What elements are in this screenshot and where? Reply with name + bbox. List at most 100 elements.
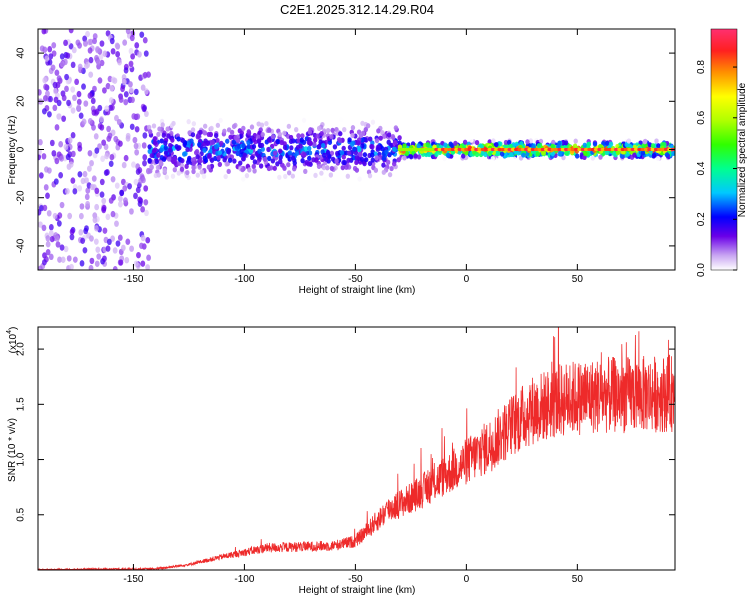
spectrogram-cell xyxy=(469,137,474,143)
spectrogram-cell xyxy=(275,161,280,167)
spectrogram-cell xyxy=(87,150,93,157)
spectrogram-ridge-cell xyxy=(630,147,636,152)
spectrogram-cell xyxy=(101,197,107,205)
spectrogram-ridge-cell xyxy=(564,147,569,152)
spectrogram-cell xyxy=(212,179,217,185)
spectrogram-cell xyxy=(241,125,246,131)
spectrogram-cell xyxy=(42,77,48,84)
spectrogram-cell xyxy=(66,99,71,107)
spectrogram-ridge-cell xyxy=(647,147,652,152)
spectrogram-cell xyxy=(53,232,59,239)
spectrogram-cell xyxy=(162,167,168,173)
spectrogram-cell xyxy=(541,156,546,162)
spectrogram-ridge-cell xyxy=(620,147,626,152)
spectrogram-cell xyxy=(590,155,596,161)
spectrogram-cell xyxy=(41,224,47,232)
spectrogram-cell xyxy=(512,156,517,162)
spectrogram-cell xyxy=(222,128,227,134)
spectrogram-cell xyxy=(163,145,168,151)
snr-frame xyxy=(37,326,676,571)
spectrogram-cell xyxy=(110,176,116,183)
spectrogram-cell xyxy=(222,157,227,163)
spectrogram-cell xyxy=(78,112,84,119)
spectrogram-cell xyxy=(53,178,59,185)
spectrogram-cell xyxy=(214,144,219,150)
spectrogram-cell xyxy=(116,118,122,126)
spectrogram-cell xyxy=(191,168,196,175)
spectrogram-cell xyxy=(345,173,351,179)
spectrogram-cell xyxy=(142,132,148,139)
spectrogram-cell xyxy=(231,123,237,130)
spectrogram-cell xyxy=(202,123,208,129)
spectrogram-cell xyxy=(56,113,62,120)
spectrogram-cell xyxy=(166,156,172,162)
spectrogram-cell xyxy=(226,149,231,155)
spectrogram-cell xyxy=(57,256,62,263)
spectrogram-cell xyxy=(159,138,164,144)
spectrogram-cell xyxy=(347,137,352,143)
x-tick-label: -150 xyxy=(123,274,143,285)
spectrogram-cell xyxy=(416,143,421,149)
spectrogram-cell xyxy=(326,181,331,187)
spectrogram-cell xyxy=(128,86,134,94)
spectrogram-ridge-cell xyxy=(577,147,582,152)
spectrogram-cell xyxy=(198,129,203,135)
spectrogram-cell xyxy=(369,143,374,150)
spectrogram-cell xyxy=(77,42,82,49)
spectrogram-ridge-cell xyxy=(594,147,599,152)
spectrogram-cell xyxy=(42,95,48,102)
spectrogram-cell xyxy=(586,141,591,147)
spectrogram-ridge-cell xyxy=(610,147,616,152)
spectrogram-cell xyxy=(94,225,99,232)
spectrogram-cell xyxy=(325,127,331,134)
spectrogram-cell xyxy=(70,177,76,184)
spectrogram-cell xyxy=(341,154,347,160)
spectrogram-cell xyxy=(76,105,82,112)
spectrogram-cell xyxy=(330,156,336,162)
spectrogram-cell xyxy=(191,121,197,127)
spectrogram-ridge-cell xyxy=(437,147,442,152)
y-tick-label: 0 xyxy=(16,146,27,152)
spectrogram-cell xyxy=(306,161,311,167)
spectrogram-cell xyxy=(105,245,111,252)
spectrogram-cell xyxy=(120,178,126,186)
spectrogram-cell xyxy=(46,210,52,217)
spectrogram-cell xyxy=(332,144,338,150)
spectrogram-cell xyxy=(71,46,77,54)
spectrogram-cell xyxy=(557,140,562,146)
spectrogram-cell xyxy=(300,187,305,193)
spectrogram-cell xyxy=(392,146,397,152)
spectrogram-cell xyxy=(87,47,93,54)
spectrogram-cell xyxy=(60,256,66,263)
spectrogram-cell xyxy=(313,172,318,178)
spectrogram-cell xyxy=(246,139,251,146)
spectrogram-cell xyxy=(140,260,146,267)
spectrogram-cell xyxy=(87,117,93,125)
spectrogram-cell xyxy=(97,143,102,150)
spectrogram-cell xyxy=(135,168,141,175)
spectrogram-cell xyxy=(146,254,151,261)
spectrogram-cell xyxy=(114,220,119,227)
spectrogram-cell xyxy=(82,35,88,42)
spectrogram-cell xyxy=(78,229,84,236)
spectrogram-cell xyxy=(115,240,121,247)
spectrogram-cell xyxy=(671,150,675,156)
spectrogram-cell xyxy=(172,159,178,166)
x-tick-label: -100 xyxy=(234,274,254,285)
spectrogram-cell xyxy=(159,147,164,153)
spectrogram-cell xyxy=(121,161,127,169)
spectrogram-cell xyxy=(109,153,115,161)
spectrogram-cell xyxy=(58,172,64,179)
spectrogram-cell xyxy=(152,136,158,142)
spectrogram-cell xyxy=(143,199,149,206)
spectrogram-cell xyxy=(129,208,134,215)
spectrogram-cell xyxy=(146,124,152,130)
spectrogram-cells xyxy=(38,29,675,270)
spectrogram-cell xyxy=(123,154,129,162)
spectrogram-cell xyxy=(117,59,122,66)
spectrogram-cell xyxy=(149,164,154,170)
spectrogram-cell xyxy=(350,125,356,131)
spectrogram-cell xyxy=(389,165,394,172)
spectrogram-cell xyxy=(329,165,335,172)
spectrogram-cell xyxy=(114,182,120,189)
